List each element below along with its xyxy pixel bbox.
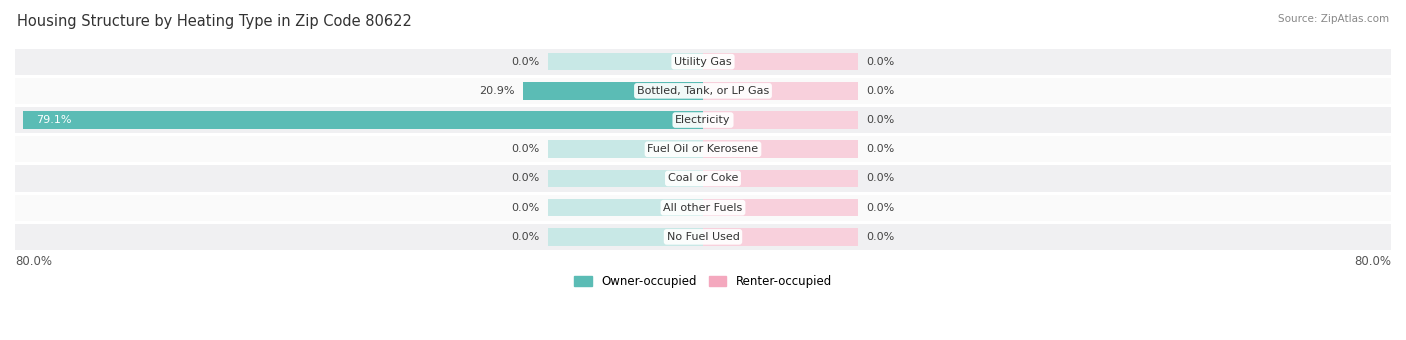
Bar (703, 228, 858, 245)
Bar (15, 78, 1391, 104)
Bar (548, 199, 703, 216)
Text: Coal or Coke: Coal or Coke (668, 173, 738, 184)
Bar (548, 140, 703, 158)
Text: 80.0%: 80.0% (15, 255, 52, 268)
Bar (548, 170, 703, 187)
Bar (703, 199, 858, 216)
Bar (703, 53, 858, 70)
Bar (703, 140, 858, 158)
Text: 0.0%: 0.0% (512, 203, 540, 212)
Text: Electricity: Electricity (675, 115, 731, 125)
Bar (703, 170, 858, 187)
Bar (15, 224, 1391, 250)
Text: 0.0%: 0.0% (512, 57, 540, 67)
Text: 0.0%: 0.0% (866, 86, 894, 96)
Text: 79.1%: 79.1% (35, 115, 72, 125)
Text: 80.0%: 80.0% (1354, 255, 1391, 268)
Bar (22, 111, 703, 129)
Text: 0.0%: 0.0% (866, 203, 894, 212)
Text: Source: ZipAtlas.com: Source: ZipAtlas.com (1278, 14, 1389, 23)
Text: 0.0%: 0.0% (866, 57, 894, 67)
Text: 0.0%: 0.0% (512, 173, 540, 184)
Text: Utility Gas: Utility Gas (675, 57, 731, 67)
Text: Bottled, Tank, or LP Gas: Bottled, Tank, or LP Gas (637, 86, 769, 96)
Bar (548, 111, 703, 129)
Text: 0.0%: 0.0% (866, 232, 894, 242)
Legend: Owner-occupied, Renter-occupied: Owner-occupied, Renter-occupied (569, 270, 837, 293)
Bar (548, 228, 703, 245)
Bar (15, 49, 1391, 75)
Text: 0.0%: 0.0% (866, 173, 894, 184)
Text: 0.0%: 0.0% (866, 115, 894, 125)
Bar (15, 136, 1391, 163)
Text: 0.0%: 0.0% (512, 232, 540, 242)
Bar (548, 53, 703, 70)
Bar (15, 107, 1391, 133)
Text: No Fuel Used: No Fuel Used (666, 232, 740, 242)
Text: Fuel Oil or Kerosene: Fuel Oil or Kerosene (647, 144, 759, 154)
Text: 20.9%: 20.9% (479, 86, 515, 96)
Text: Housing Structure by Heating Type in Zip Code 80622: Housing Structure by Heating Type in Zip… (17, 14, 412, 29)
Bar (15, 194, 1391, 221)
Text: 0.0%: 0.0% (512, 144, 540, 154)
Bar (15, 165, 1391, 192)
Bar (523, 82, 703, 100)
Bar (548, 82, 703, 100)
Text: 0.0%: 0.0% (866, 144, 894, 154)
Text: All other Fuels: All other Fuels (664, 203, 742, 212)
Bar (703, 82, 858, 100)
Bar (703, 111, 858, 129)
